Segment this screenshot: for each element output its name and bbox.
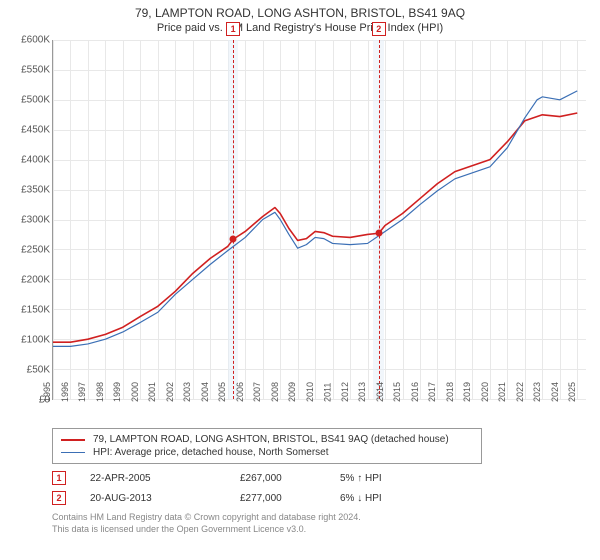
y-axis: £0£50K£100K£150K£200K£250K£300K£350K£400… xyxy=(10,40,52,400)
plot-area: 12 xyxy=(52,40,586,400)
chart-title: 79, LAMPTON ROAD, LONG ASHTON, BRISTOL, … xyxy=(10,6,590,20)
sale-pct: 6% ↓ HPI xyxy=(340,493,440,504)
legend-item: HPI: Average price, detached house, Nort… xyxy=(61,446,473,459)
y-tick-label: £450K xyxy=(21,125,50,136)
y-tick-label: £250K xyxy=(21,245,50,256)
sale-row: 2 20-AUG-2013£277,0006% ↓ HPI xyxy=(52,488,590,508)
x-axis: 1995199619971998199920002001200220032004… xyxy=(52,400,586,420)
chart-subtitle: Price paid vs. HM Land Registry's House … xyxy=(10,22,590,34)
y-tick-label: £550K xyxy=(21,65,50,76)
sale-dot xyxy=(230,236,237,243)
y-tick-label: £50K xyxy=(27,365,50,376)
sale-id-box: 2 xyxy=(52,491,66,505)
x-tick-label: 1995 xyxy=(42,382,52,402)
footnote-line: This data is licensed under the Open Gov… xyxy=(52,524,590,536)
sale-marker-label: 1 xyxy=(226,22,240,36)
y-tick-label: £150K xyxy=(21,305,50,316)
y-tick-label: £100K xyxy=(21,335,50,346)
y-tick-label: £400K xyxy=(21,155,50,166)
sale-pct: 5% ↑ HPI xyxy=(340,473,440,484)
footnote-line: Contains HM Land Registry data © Crown c… xyxy=(52,512,590,524)
sale-dot xyxy=(375,230,382,237)
chart-area: £0£50K£100K£150K£200K£250K£300K£350K£400… xyxy=(10,40,590,420)
sale-price: £277,000 xyxy=(240,493,340,504)
legend: 79, LAMPTON ROAD, LONG ASHTON, BRISTOL, … xyxy=(52,428,482,464)
y-tick-label: £600K xyxy=(21,35,50,46)
legend-item: 79, LAMPTON ROAD, LONG ASHTON, BRISTOL, … xyxy=(61,433,473,446)
y-tick-label: £350K xyxy=(21,185,50,196)
sale-date: 22-APR-2005 xyxy=(90,473,240,484)
chart-container: 79, LAMPTON ROAD, LONG ASHTON, BRISTOL, … xyxy=(0,0,600,560)
legend-label: 79, LAMPTON ROAD, LONG ASHTON, BRISTOL, … xyxy=(93,434,449,445)
sale-id-box: 1 xyxy=(52,471,66,485)
sale-date: 20-AUG-2013 xyxy=(90,493,240,504)
sale-row: 1 22-APR-2005£267,0005% ↑ HPI xyxy=(52,468,590,488)
series-price_paid xyxy=(53,113,577,342)
sales-table: 1 22-APR-2005£267,0005% ↑ HPI 2 20-AUG-2013… xyxy=(10,468,590,508)
footnote: Contains HM Land Registry data © Crown c… xyxy=(52,512,590,535)
y-tick-label: £200K xyxy=(21,275,50,286)
legend-swatch xyxy=(61,452,85,453)
sale-price: £267,000 xyxy=(240,473,340,484)
y-tick-label: £500K xyxy=(21,95,50,106)
legend-label: HPI: Average price, detached house, Nort… xyxy=(93,447,329,458)
legend-swatch xyxy=(61,439,85,441)
series-hpi xyxy=(53,91,577,346)
y-tick-label: £300K xyxy=(21,215,50,226)
line-series-svg xyxy=(53,40,586,399)
sale-marker-label: 2 xyxy=(372,22,386,36)
